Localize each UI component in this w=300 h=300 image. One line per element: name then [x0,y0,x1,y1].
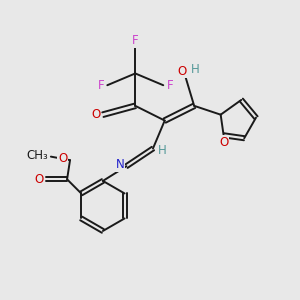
Text: O: O [58,152,67,165]
Text: CH₃: CH₃ [27,149,49,162]
Text: O: O [219,136,228,149]
Text: F: F [167,79,173,92]
Text: H: H [191,63,200,76]
Text: F: F [98,79,104,92]
Text: O: O [177,64,186,78]
Text: O: O [91,108,100,121]
Text: H: H [158,144,167,158]
Text: O: O [34,173,44,186]
Text: F: F [132,34,139,47]
Text: N: N [116,158,124,171]
